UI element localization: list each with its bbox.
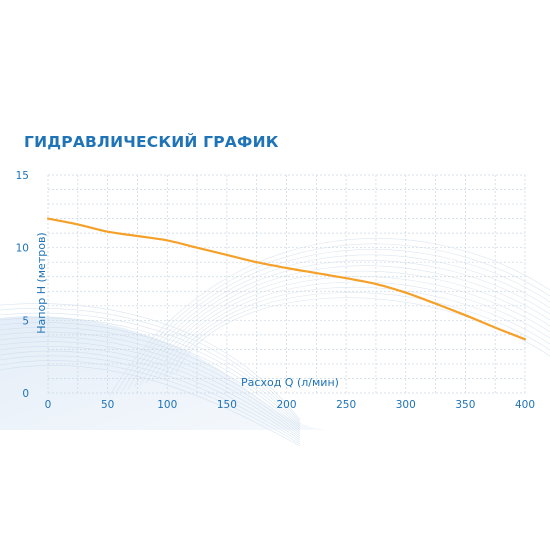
- background-arc: [0, 317, 301, 427]
- background-arc: [0, 350, 301, 441]
- y-tick-label: 5: [22, 315, 29, 327]
- background-arc: [0, 336, 301, 435]
- y-tick-label: 10: [16, 243, 29, 255]
- background-arc: [163, 286, 550, 378]
- background-decoration: [0, 238, 550, 447]
- background-arc: [127, 254, 550, 390]
- background-arc: [0, 322, 301, 429]
- background-arc: [0, 331, 301, 433]
- x-tick-label: 400: [515, 399, 535, 411]
- background-arc: [0, 308, 301, 423]
- x-tick-label: 150: [217, 399, 237, 411]
- x-tick-labels: 0 50 100 150 200 250 300 350 400: [45, 399, 535, 411]
- x-axis-label: Расход Q (л/мин): [241, 376, 339, 389]
- y-tick-label: 0: [22, 388, 29, 400]
- background-arc: [145, 270, 550, 384]
- x-tick-label: 200: [276, 399, 296, 411]
- y-tick-labels: 0 5 10 15: [16, 170, 29, 400]
- x-tick-label: 50: [101, 399, 114, 411]
- background-arc: [139, 265, 550, 386]
- x-tick-label: 100: [157, 399, 177, 411]
- chart-title: ГИДРАВЛИЧЕСКИЙ ГРАФИК: [24, 133, 279, 151]
- x-tick-label: 250: [336, 399, 356, 411]
- x-tick-label: 0: [45, 399, 52, 411]
- background-arc: [115, 243, 550, 394]
- background-arc: [0, 346, 301, 439]
- background-arc: [0, 365, 301, 447]
- y-tick-label: 15: [16, 170, 29, 182]
- background-arc: [151, 276, 550, 382]
- background-arc: [0, 341, 301, 437]
- series-line: [46, 217, 527, 341]
- background-arc: [109, 238, 550, 396]
- background-arc: [121, 249, 550, 392]
- background-arc: [0, 327, 301, 431]
- series-layer: [46, 217, 527, 341]
- x-tick-label: 300: [396, 399, 416, 411]
- background-arc: [0, 360, 301, 445]
- background-arc: [157, 281, 550, 380]
- background-arc: [133, 260, 550, 388]
- background-arc: [0, 355, 301, 443]
- x-tick-label: 350: [455, 399, 475, 411]
- grid: [47, 174, 526, 394]
- y-axis-label: Напор H (метров): [35, 232, 48, 333]
- background-swoosh: [0, 316, 330, 430]
- background-arc: [0, 303, 301, 421]
